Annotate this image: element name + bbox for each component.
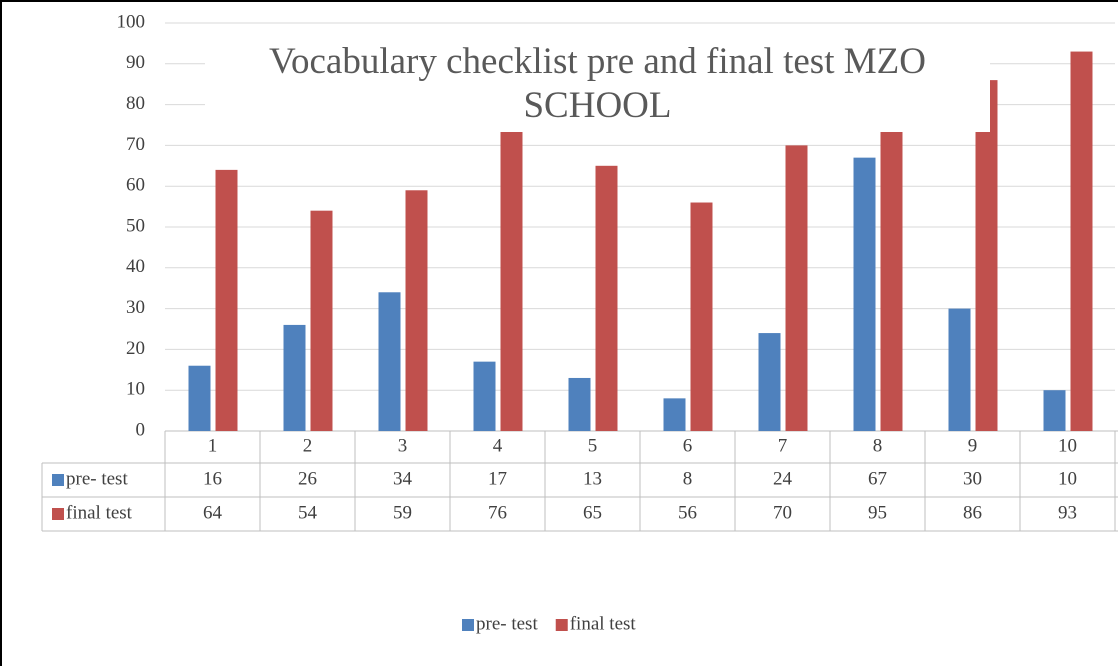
table-cell: 95	[868, 502, 887, 523]
y-tick-label: 80	[126, 93, 145, 114]
bar	[378, 292, 401, 431]
table-cell: 86	[963, 502, 982, 523]
table-cell: 30	[963, 468, 982, 489]
table-cell: 59	[393, 502, 412, 523]
table-cell: 34	[393, 468, 413, 489]
table-row-label: pre- test	[66, 468, 128, 489]
table-cell: 26	[298, 468, 317, 489]
table-row-label: final test	[66, 502, 133, 523]
x-tick-label: 7	[778, 435, 788, 456]
x-tick-label: 6	[683, 435, 693, 456]
table-cell: 64	[203, 502, 223, 523]
x-tick-label: 9	[968, 435, 978, 456]
bar	[500, 120, 523, 432]
table-cell: 13	[583, 468, 602, 489]
table-cell: 54	[298, 502, 318, 523]
table-cell: 93	[1058, 502, 1077, 523]
bar	[663, 398, 686, 431]
table-cell: 8	[683, 468, 693, 489]
legend-label: final test	[570, 613, 637, 634]
table-cell: 70	[773, 502, 792, 523]
y-tick-label: 40	[126, 256, 145, 277]
y-tick-label: 90	[126, 52, 145, 73]
x-tick-label: 8	[873, 435, 883, 456]
x-tick-label: 3	[398, 435, 408, 456]
table-cell: 17	[488, 468, 507, 489]
y-tick-label: 70	[126, 134, 145, 155]
bar	[880, 43, 903, 432]
bar	[975, 80, 998, 432]
bar	[595, 165, 618, 432]
table-cell: 56	[678, 502, 697, 523]
y-tick-label: 0	[136, 419, 146, 440]
table-cell: 24	[773, 468, 793, 489]
bar	[785, 145, 808, 431]
table-cell: 16	[203, 468, 222, 489]
legend-key	[555, 619, 568, 631]
bar	[690, 202, 713, 431]
table-legend-key	[52, 474, 64, 486]
chart-title: Vocabulary checklist pre and final test …	[205, 40, 990, 132]
table-cell: 67	[868, 468, 887, 489]
bar	[188, 365, 211, 431]
x-tick-label: 4	[493, 435, 503, 456]
bar	[1043, 390, 1066, 431]
y-tick-label: 100	[117, 11, 146, 32]
bar	[215, 169, 238, 431]
bar	[853, 157, 876, 431]
bar	[948, 308, 971, 431]
bar	[568, 377, 591, 431]
x-tick-label: 10	[1058, 435, 1077, 456]
x-tick-label: 1	[208, 435, 218, 456]
y-tick-label: 60	[126, 175, 145, 196]
table-cell: 65	[583, 502, 602, 523]
legend-label: pre- test	[476, 613, 538, 634]
bar	[283, 324, 306, 431]
bar	[310, 210, 333, 431]
bar	[758, 333, 781, 431]
y-tick-label: 50	[126, 215, 145, 236]
y-tick-label: 10	[126, 379, 145, 400]
bar	[405, 190, 428, 431]
y-tick-label: 20	[126, 338, 145, 359]
x-tick-label: 2	[303, 435, 313, 456]
y-tick-label: 30	[126, 297, 145, 318]
legend-key	[462, 619, 474, 631]
table-cell: 76	[488, 502, 507, 523]
table-cell: 10	[1058, 468, 1077, 489]
table-legend-key	[52, 508, 64, 520]
x-tick-label: 5	[588, 435, 598, 456]
bar	[473, 361, 496, 431]
bar	[1070, 51, 1093, 432]
